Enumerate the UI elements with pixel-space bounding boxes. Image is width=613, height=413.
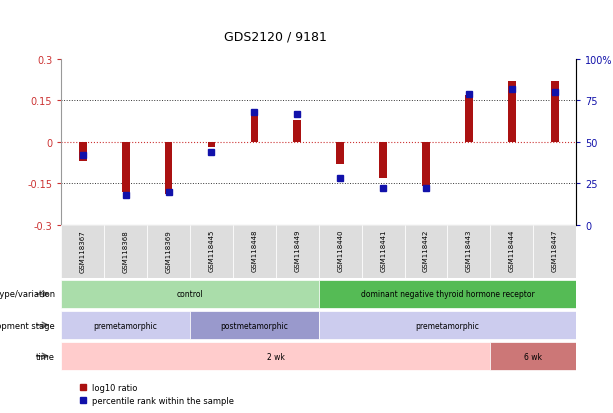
Bar <box>147 225 190 279</box>
Bar <box>447 225 490 279</box>
Bar <box>165 142 172 195</box>
Text: GSM118445: GSM118445 <box>208 229 215 272</box>
Legend: log10 ratio, percentile rank within the sample: log10 ratio, percentile rank within the … <box>76 380 237 409</box>
Bar <box>319 311 576 339</box>
Text: GSM118447: GSM118447 <box>552 229 558 272</box>
Text: GDS2120 / 9181: GDS2120 / 9181 <box>224 31 327 43</box>
Bar <box>362 225 405 279</box>
Text: GSM118441: GSM118441 <box>380 229 386 272</box>
Text: GSM118440: GSM118440 <box>337 229 343 272</box>
Text: GSM118443: GSM118443 <box>466 229 472 272</box>
Bar <box>422 142 430 187</box>
Text: premetamorphic: premetamorphic <box>94 321 158 330</box>
Text: GSM118368: GSM118368 <box>123 229 129 272</box>
Bar <box>61 225 104 279</box>
Bar <box>490 342 576 370</box>
Bar <box>190 225 233 279</box>
Bar <box>319 280 576 308</box>
Text: GSM118367: GSM118367 <box>80 229 86 272</box>
Text: genotype/variation: genotype/variation <box>0 290 55 299</box>
Bar <box>233 225 276 279</box>
Bar <box>379 142 387 178</box>
Text: GSM118448: GSM118448 <box>251 229 257 272</box>
Text: premetamorphic: premetamorphic <box>416 321 479 330</box>
Text: GSM118444: GSM118444 <box>509 229 515 272</box>
Bar <box>208 142 215 148</box>
Bar <box>551 82 558 142</box>
Bar <box>61 280 319 308</box>
Text: GSM118449: GSM118449 <box>294 229 300 272</box>
Bar <box>122 142 129 192</box>
Bar <box>276 225 319 279</box>
Text: 2 wk: 2 wk <box>267 352 285 361</box>
Text: 6 wk: 6 wk <box>524 352 543 361</box>
Text: development stage: development stage <box>0 321 55 330</box>
Bar <box>104 225 147 279</box>
Text: control: control <box>177 290 204 299</box>
Text: GSM118369: GSM118369 <box>166 229 172 272</box>
Text: dominant negative thyroid hormone receptor: dominant negative thyroid hormone recept… <box>360 290 535 299</box>
Bar <box>508 82 516 142</box>
Bar <box>251 115 258 142</box>
Bar <box>79 142 86 162</box>
Bar <box>337 142 344 164</box>
Text: GSM118442: GSM118442 <box>423 229 429 272</box>
Bar <box>190 311 319 339</box>
Bar <box>61 342 490 370</box>
Text: time: time <box>36 352 55 361</box>
Bar <box>533 225 576 279</box>
Bar <box>294 121 301 142</box>
Bar <box>465 96 473 142</box>
Bar <box>490 225 533 279</box>
Bar <box>405 225 447 279</box>
Bar <box>61 311 190 339</box>
Text: postmetamorphic: postmetamorphic <box>221 321 288 330</box>
Bar <box>319 225 362 279</box>
